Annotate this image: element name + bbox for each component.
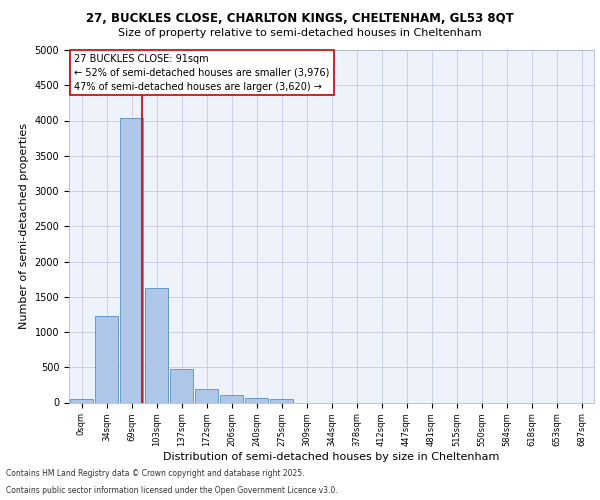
Bar	[170, 368, 193, 402]
Bar	[220, 394, 243, 402]
Bar	[195, 389, 218, 402]
Y-axis label: Number of semi-detached properties: Number of semi-detached properties	[19, 123, 29, 329]
Bar	[95, 316, 118, 402]
X-axis label: Distribution of semi-detached houses by size in Cheltenham: Distribution of semi-detached houses by …	[163, 452, 500, 462]
Text: Size of property relative to semi-detached houses in Cheltenham: Size of property relative to semi-detach…	[118, 28, 482, 38]
Text: 27, BUCKLES CLOSE, CHARLTON KINGS, CHELTENHAM, GL53 8QT: 27, BUCKLES CLOSE, CHARLTON KINGS, CHELT…	[86, 12, 514, 26]
Text: Contains HM Land Registry data © Crown copyright and database right 2025.: Contains HM Land Registry data © Crown c…	[6, 468, 305, 477]
Text: Contains public sector information licensed under the Open Government Licence v3: Contains public sector information licen…	[6, 486, 338, 495]
Bar	[270, 398, 293, 402]
Bar	[120, 118, 143, 403]
Text: 27 BUCKLES CLOSE: 91sqm
← 52% of semi-detached houses are smaller (3,976)
47% of: 27 BUCKLES CLOSE: 91sqm ← 52% of semi-de…	[74, 54, 329, 92]
Bar	[70, 399, 93, 402]
Bar	[245, 398, 268, 402]
Bar	[145, 288, 168, 403]
